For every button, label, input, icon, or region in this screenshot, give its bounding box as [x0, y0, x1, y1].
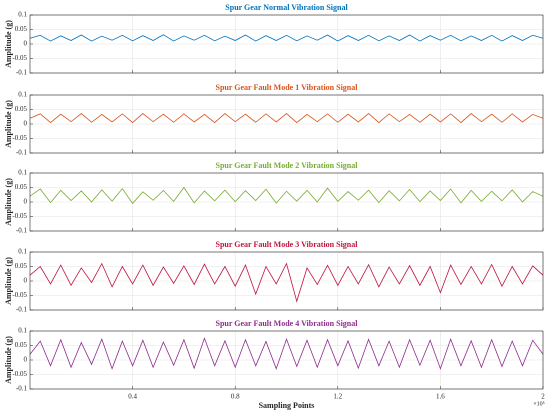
y-tick-label: 0.1 [18, 91, 27, 99]
y-tick-label: 0.05 [15, 262, 28, 270]
signal-line [29, 337, 544, 370]
y-tick-label: 0 [24, 356, 28, 364]
axes-box [29, 14, 544, 74]
y-axis-label: Amplitude (g) [4, 178, 13, 226]
y-tick-label: -0.05 [12, 370, 27, 378]
y-tick-label: 0.1 [18, 169, 27, 177]
y-tick-label: 0.1 [18, 327, 27, 335]
y-tick-label: -0.1 [16, 385, 28, 393]
y-tick-label: -0.1 [16, 306, 28, 314]
axes-box [29, 330, 544, 390]
x-tick-label: 0.4 [128, 393, 137, 401]
chart-title: Spur Gear Fault Mode 2 Vibration Signal [216, 161, 359, 170]
x-tick-label: 1.2 [333, 393, 342, 401]
y-tick-label: -0.05 [12, 291, 27, 299]
y-tick-label: 0.05 [15, 341, 28, 349]
chart-title: Spur Gear Normal Vibration Signal [225, 3, 348, 12]
chart-title: Spur Gear Fault Mode 4 Vibration Signal [216, 319, 359, 328]
axes-box [29, 172, 544, 232]
y-axis-label: Amplitude (g) [4, 257, 13, 305]
y-tick-label: 0.05 [15, 183, 28, 191]
x-axis-label: Sampling Points [259, 401, 315, 410]
y-tick-label: -0.05 [12, 134, 27, 142]
axes-box [29, 251, 544, 311]
y-tick-label: 0 [24, 277, 28, 285]
y-axis-label: Amplitude (g) [4, 20, 13, 68]
y-axis-label: Amplitude (g) [4, 336, 13, 384]
y-tick-label: 0.1 [18, 248, 27, 256]
y-axis-label: Amplitude (g) [4, 100, 13, 148]
y-tick-label: 0 [24, 120, 28, 128]
y-tick-label: -0.1 [16, 149, 28, 157]
y-tick-label: -0.1 [16, 69, 28, 77]
signal-line [29, 186, 544, 205]
y-tick-label: 0 [24, 198, 28, 206]
axes-box [29, 94, 544, 154]
chart-title: Spur Gear Fault Mode 1 Vibration Signal [216, 83, 359, 92]
y-tick-label: -0.05 [12, 54, 27, 62]
signal-line [29, 34, 544, 42]
y-tick-label: 0 [24, 40, 28, 48]
y-tick-label: 0.05 [15, 105, 28, 113]
y-tick-label: -0.1 [16, 227, 28, 235]
signal-line [29, 262, 544, 303]
x-tick-label: 1.6 [436, 393, 445, 401]
x-multiplier: ×10⁵ [533, 401, 544, 407]
chart-title: Spur Gear Fault Mode 3 Vibration Signal [216, 240, 359, 249]
y-tick-label: 0.05 [15, 25, 28, 33]
signal-line [29, 113, 544, 124]
x-tick-label: 0.8 [231, 393, 240, 401]
y-tick-label: 0.1 [18, 11, 27, 19]
x-tick-label: 2 [541, 393, 545, 401]
y-tick-label: -0.05 [12, 212, 27, 220]
